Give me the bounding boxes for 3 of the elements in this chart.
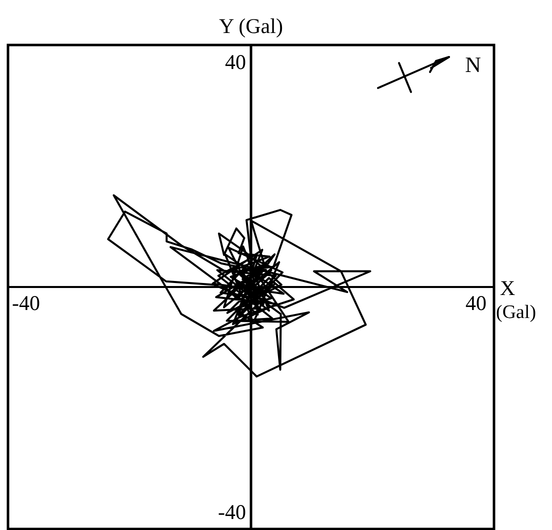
x-axis-title: X (Gal) [496,276,536,323]
y-axis-title: Y (Gal) [219,14,283,38]
annotation: N [465,52,482,77]
